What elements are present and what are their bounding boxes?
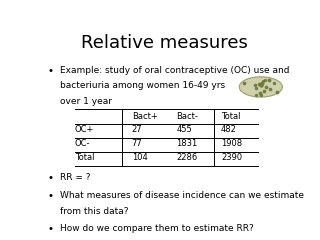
Text: What measures of disease incidence can we estimate: What measures of disease incidence can w… (60, 192, 304, 200)
Text: •: • (47, 66, 53, 76)
Text: •: • (47, 173, 53, 183)
Text: RR = ?: RR = ? (60, 173, 90, 182)
Text: Total: Total (75, 153, 94, 162)
Text: 455: 455 (176, 126, 192, 134)
Text: Total: Total (221, 112, 241, 121)
Text: 1908: 1908 (221, 139, 242, 148)
Text: Relative measures: Relative measures (81, 34, 247, 52)
Text: over 1 year: over 1 year (60, 97, 112, 106)
Text: 482: 482 (221, 126, 237, 134)
Text: 1831: 1831 (176, 139, 198, 148)
Text: How do we compare them to estimate RR?: How do we compare them to estimate RR? (60, 224, 253, 233)
Text: •: • (47, 192, 53, 201)
Text: 77: 77 (132, 139, 142, 148)
Text: 27: 27 (132, 126, 142, 134)
Text: •: • (47, 224, 53, 234)
Text: Bact+: Bact+ (132, 112, 157, 121)
Text: from this data?: from this data? (60, 207, 128, 216)
Text: 2390: 2390 (221, 153, 242, 162)
Text: 104: 104 (132, 153, 148, 162)
Text: bacteriuria among women 16-49 yrs: bacteriuria among women 16-49 yrs (60, 81, 225, 90)
Text: 2286: 2286 (176, 153, 198, 162)
Text: OC+: OC+ (75, 126, 94, 134)
Text: Example: study of oral contraceptive (OC) use and: Example: study of oral contraceptive (OC… (60, 66, 289, 75)
Text: OC-: OC- (75, 139, 90, 148)
Text: Bact-: Bact- (176, 112, 198, 121)
Polygon shape (239, 77, 282, 97)
